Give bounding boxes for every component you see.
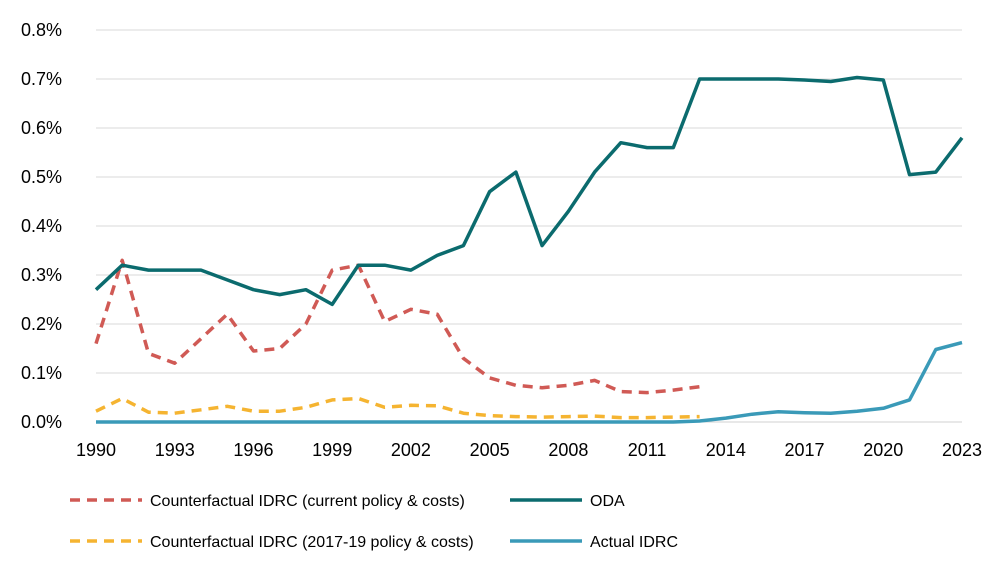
legend-label: Counterfactual IDRC (2017-19 policy & co… xyxy=(150,534,474,551)
x-tick-label: 1999 xyxy=(312,440,352,460)
gridlines xyxy=(96,29,962,374)
y-tick-label: 0.7% xyxy=(21,69,62,89)
y-tick-label: 0.0% xyxy=(21,412,62,432)
y-tick-label: 0.8% xyxy=(21,20,62,40)
series-lines xyxy=(94,75,964,424)
x-tick-label: 2017 xyxy=(785,440,825,460)
legend-label: Actual IDRC xyxy=(590,534,678,551)
y-tick-label: 0.1% xyxy=(21,363,62,383)
y-tick-label: 0.5% xyxy=(21,167,62,187)
x-tick-label: 2008 xyxy=(548,440,588,460)
legend-label: ODA xyxy=(590,493,625,510)
y-tick-label: 0.2% xyxy=(21,314,62,334)
x-tick-label: 2002 xyxy=(391,440,431,460)
series-line xyxy=(95,396,700,420)
y-axis-tick-labels: 0.0% 0.1% 0.2% 0.3% 0.4% 0.5% 0.6% 0.7% 0.8% xyxy=(21,20,62,432)
x-tick-label: 1996 xyxy=(233,440,273,460)
x-tick-label: 2011 xyxy=(628,440,667,460)
x-tick-label: 2020 xyxy=(863,440,903,460)
x-axis-tick-labels: 1990 1993 1996 1999 2002 2005 2008 2011 2014 2017… xyxy=(76,440,982,460)
y-tick-label: 0.6% xyxy=(21,118,62,138)
legend: Counterfactual IDRC (current policy & co… xyxy=(70,493,678,551)
x-tick-label: 2014 xyxy=(706,440,746,460)
x-tick-label: 1993 xyxy=(155,440,195,460)
series-line xyxy=(94,258,700,395)
x-tick-label: 1990 xyxy=(76,440,116,460)
x-tick-label: 2023 xyxy=(942,440,982,460)
y-tick-label: 0.3% xyxy=(21,265,62,285)
series-line xyxy=(94,75,964,307)
series-line xyxy=(96,340,963,424)
x-tick-label: 2005 xyxy=(470,440,510,460)
y-tick-label: 0.4% xyxy=(21,216,62,236)
legend-label: Counterfactual IDRC (current policy & co… xyxy=(150,493,465,510)
